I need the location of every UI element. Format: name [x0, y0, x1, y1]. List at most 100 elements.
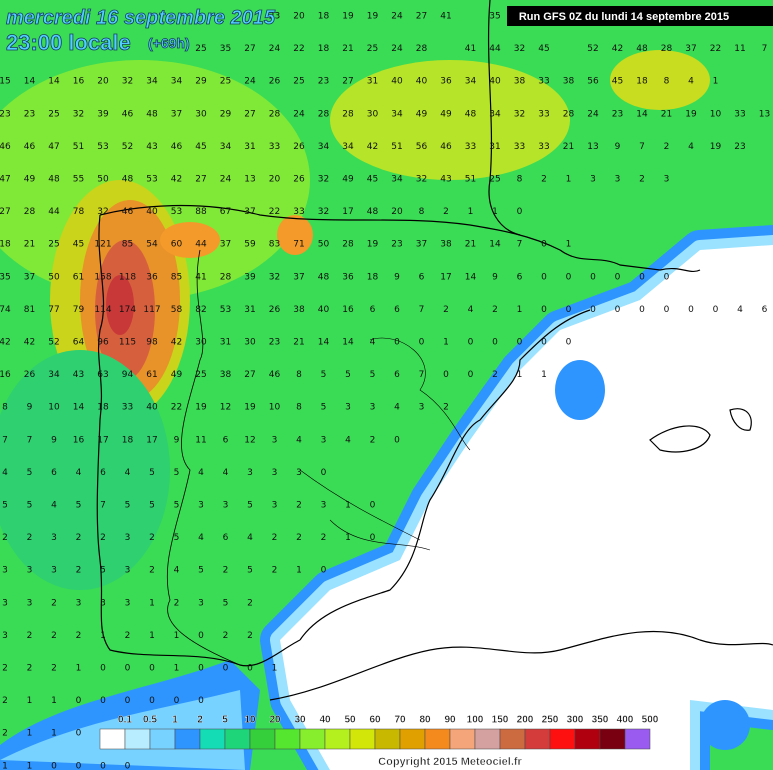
grid-value: 64	[73, 338, 85, 348]
grid-value: 28	[342, 240, 354, 250]
grid-value: 23	[318, 77, 329, 87]
grid-value: 30	[195, 338, 207, 348]
rain-zone	[555, 360, 605, 420]
grid-value: 50	[97, 175, 109, 185]
grid-value: 34	[465, 77, 477, 87]
legend-swatch	[274, 728, 301, 750]
grid-value: 79	[73, 305, 85, 315]
grid-value: 32	[514, 109, 525, 119]
grid-value: 20	[391, 207, 403, 217]
grid-value: 52	[587, 44, 598, 54]
grid-value: 45	[538, 44, 549, 54]
grid-value: 50	[48, 272, 60, 282]
grid-value: 35	[0, 272, 11, 282]
legend-label: 1	[172, 715, 178, 726]
grid-value: 24	[269, 44, 281, 54]
grid-value: 14	[489, 240, 501, 250]
coastline	[99, 204, 701, 273]
grid-value: 4	[737, 305, 743, 315]
grid-value: 14	[342, 338, 354, 348]
grid-value: 43	[440, 175, 451, 185]
grid-value: 48	[465, 109, 477, 119]
grid-value: 7	[419, 305, 425, 315]
grid-value: 4	[223, 468, 229, 478]
grid-value: 21	[465, 240, 476, 250]
grid-value: 1	[443, 338, 449, 348]
legend-label: 70	[394, 715, 406, 726]
legend-label: 90	[444, 715, 456, 726]
grid-value: 3	[198, 501, 204, 511]
dry-zone	[260, 225, 773, 770]
grid-value: 43	[73, 370, 84, 380]
grid-value: 16	[0, 370, 11, 380]
grid-value: 14	[48, 77, 60, 87]
grid-value: 2	[27, 664, 33, 674]
grid-value: 9	[27, 403, 33, 413]
grid-value: 28	[24, 207, 36, 217]
grid-value: 48	[48, 175, 60, 185]
grid-value: 30	[195, 109, 207, 119]
grid-value: 25	[489, 175, 500, 185]
grid-value: 33	[269, 142, 280, 152]
grid-value: 22	[269, 207, 280, 217]
grid-value: 9	[394, 272, 400, 282]
grid-value: 2	[443, 403, 449, 413]
grid-value: 49	[24, 175, 36, 185]
grid-value: 14	[465, 272, 477, 282]
grid-value: 117	[143, 305, 160, 315]
grid-value: 25	[195, 44, 206, 54]
grid-value: 47	[48, 142, 59, 152]
grid-value: 25	[48, 240, 59, 250]
grid-value: 3	[419, 403, 425, 413]
grid-value: 42	[367, 142, 378, 152]
grid-value: 37	[220, 240, 231, 250]
grid-value: 6	[394, 370, 400, 380]
grid-value: 3	[615, 175, 621, 185]
grid-value: 71	[293, 240, 304, 250]
legend-swatch	[99, 728, 126, 750]
grid-value: 48	[122, 175, 134, 185]
grid-value: 7	[517, 240, 523, 250]
grid-value: 41	[195, 272, 206, 282]
grid-value: 23	[612, 109, 623, 119]
island	[729, 408, 752, 431]
grid-value: 115	[119, 338, 136, 348]
grid-value: 3	[296, 468, 302, 478]
grid-value: 2	[2, 696, 8, 706]
grid-value: 19	[367, 12, 379, 22]
grid-value: 21	[563, 142, 574, 152]
grid-value: 2	[51, 631, 57, 641]
grid-value: 28	[269, 109, 281, 119]
grid-value: 48	[318, 272, 330, 282]
grid-value: 1	[149, 631, 155, 641]
grid-value: 2	[27, 533, 33, 543]
grid-value: 10	[710, 109, 722, 119]
grid-value: 0	[443, 370, 449, 380]
grid-value: 29	[195, 77, 207, 87]
grid-value: 13	[244, 175, 255, 185]
grid-value: 26	[293, 142, 305, 152]
legend-swatch	[249, 728, 276, 750]
run-banner	[507, 6, 773, 26]
grid-value: 1	[272, 664, 278, 674]
grid-value: 42	[171, 338, 182, 348]
dry-area	[280, 245, 773, 770]
grid-value: 33	[514, 142, 525, 152]
grid-value: 31	[367, 77, 378, 87]
grid-value: 0	[223, 664, 229, 674]
grid-value: 2	[247, 598, 253, 608]
grid-value: 8	[296, 370, 302, 380]
grid-value: 2	[664, 142, 670, 152]
grid-value: 2	[2, 664, 8, 674]
grid-value: 45	[367, 175, 378, 185]
grid-value: 5	[149, 468, 155, 478]
grid-value: 2	[296, 501, 302, 511]
grid-value: 3	[2, 631, 8, 641]
grid-value: 2	[639, 175, 645, 185]
grid-value: 7	[639, 142, 645, 152]
grid-value: 31	[489, 142, 500, 152]
grid-value: 37	[171, 109, 182, 119]
grid-value: 24	[587, 109, 599, 119]
grid-value: 33	[465, 142, 476, 152]
